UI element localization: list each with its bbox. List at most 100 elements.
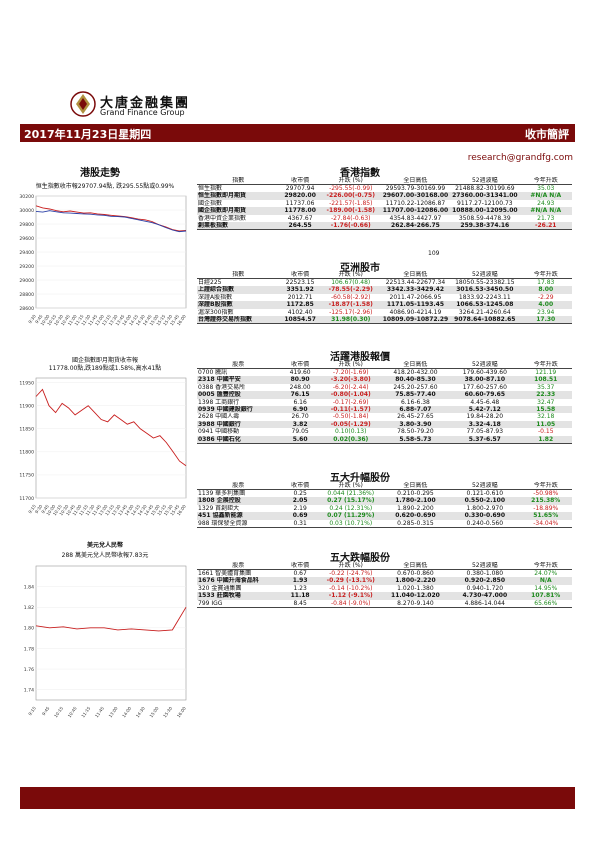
y-tick-label: 11950: [19, 380, 34, 386]
column-header: 今年升跌: [519, 562, 572, 570]
table-cell: 177.60-257.60: [462, 383, 507, 391]
table-row: 1533 莊園牧場 11.18 -1.12 (-9.1%) 11.040-12.020…: [197, 592, 572, 600]
table-row: 恒生指數 29707.94 -295.55(-0.99) 29593.79-30169…: [197, 185, 572, 193]
gainers-title: 五大升幅股份: [330, 473, 390, 484]
x-tick-label: 14:45: [143, 503, 154, 516]
table-cell: 215.38%: [519, 497, 572, 505]
y-tick-label: 11850: [19, 427, 34, 433]
gainers-table: 股票 收市價 升跌 (%) 全日高低 52週波幅 今年升跌 1139 華多利集團 0.25 0.…: [197, 482, 572, 529]
table-cell: 2318 中國平安: [197, 376, 280, 384]
table-cell: 0.67: [293, 570, 307, 577]
table-cell: -189.00(-1.58): [320, 207, 381, 215]
x-tick-label: 11:45: [87, 313, 98, 326]
table-cell: 國企指數: [198, 199, 223, 207]
table-cell: 0.210-0.295: [397, 490, 434, 497]
table-cell: 24.93: [537, 199, 555, 207]
table-cell: 1.93: [279, 577, 321, 585]
table-cell: 419.60: [289, 369, 311, 376]
table-cell: 0.620-0.690: [380, 512, 451, 520]
x-tick-label: 10:15: [46, 313, 57, 326]
table-cell: 245.20-257.60: [393, 383, 438, 391]
x-tick-label: 9:15: [27, 705, 37, 716]
x-tick-label: 10:45: [60, 313, 71, 326]
column-header: 股票: [197, 562, 280, 570]
x-tick-label: 9:30: [34, 503, 44, 514]
table-cell: 3264.21-4260.64: [458, 308, 511, 316]
table-cell: 11.05: [519, 420, 572, 429]
x-tick-label: 16:00: [176, 313, 187, 326]
table-cell: 0.69: [279, 512, 321, 520]
table-cell: 0005 匯豐控股: [197, 391, 280, 399]
table-cell: 4.886-14.044: [450, 599, 520, 609]
table-cell: 264.55: [279, 222, 321, 231]
table-row: 滬深300指數 4102.40 -125.17(-2.96) 4086.90-4214…: [197, 309, 572, 316]
table-cell: 台灣證券交易所指數: [197, 316, 280, 325]
table-cell: 51.65%: [519, 512, 572, 520]
x-tick-label: 11:45: [91, 503, 102, 516]
table-cell: 21.73: [537, 214, 555, 222]
x-tick-label: 15:00: [150, 503, 161, 516]
table-cell: -78.55(-2.29): [320, 286, 381, 294]
table-cell: 988 環保發全資源: [197, 519, 280, 529]
contact-email[interactable]: research@grandfg.com: [467, 153, 573, 163]
table-row: 0386 中國石化 5.60 0.02(0.36) 5.58-5.73 5.37-6.5…: [197, 435, 572, 445]
table-row: 3988 中國銀行 3.82 -0.05(-1.29) 3.80-3.90 3.32-4…: [197, 420, 572, 429]
column-header: 今年升跌: [519, 271, 572, 279]
table-cell: 22513.44-22677.34: [385, 279, 446, 286]
usd-cny-chart: 1.84 1.82 1.80 1.78 1.76 1.74 9:15 9:45 10:15 10:…: [24, 565, 187, 718]
table-header-row: 指數 收市價 升跌 (%) 全日高低 52週波幅 今年升跌: [197, 271, 572, 279]
table-row: 1661 智美體育集團 0.67 -0.22 (-24.7%) 0.670-0.860…: [197, 570, 572, 578]
table-cell: 5.58-5.73: [380, 435, 451, 445]
plot-area: [35, 377, 187, 499]
table-cell: -226.00(-0.75): [320, 192, 381, 200]
y-tick-label: 29200: [19, 264, 34, 270]
table-row: 香港中資企業指數 4367.67 -27.84(-0.63) 4354.83-4427…: [197, 215, 572, 222]
table-row: 日經225 22523.15 106.67(0.48) 22513.44-22677.…: [197, 279, 572, 287]
table-cell: 14.95%: [534, 584, 558, 592]
column-header: 指數: [197, 271, 280, 279]
x-tick-label: 10:00: [45, 503, 56, 516]
table-cell: 11.18: [279, 592, 321, 600]
x-tick-label: 11:15: [80, 705, 91, 718]
table-row: 國企指數 11737.06 -221.57(-1.85) 11710.22-12086…: [197, 200, 572, 207]
x-tick-label: 10:15: [53, 705, 64, 718]
hk-market-title: 港股走勢: [80, 168, 120, 179]
table-cell: N/A: [519, 577, 572, 585]
column-header: 全日高低: [380, 361, 451, 369]
x-tick-label: 15:15: [155, 313, 166, 326]
table-cell: -125.17(-2.96): [329, 308, 373, 316]
table-cell: 0941 中國移動: [198, 428, 240, 436]
table-cell: 3988 中國銀行: [197, 420, 280, 429]
column-header: 52週波幅: [450, 271, 520, 279]
losers-title: 五大跌幅股份: [330, 553, 390, 564]
column-header: 指數: [197, 177, 280, 185]
table-row: 0700 騰訊 419.60 -7.20(-1.69) 418.20-432.00 17…: [197, 369, 572, 377]
x-tick-label: 11:30: [84, 503, 95, 516]
table-cell: -0.17(-2.69): [332, 398, 369, 406]
table-cell: -7.20(-1.69): [332, 369, 369, 376]
table-cell: 80.40-85.30: [380, 376, 451, 384]
table-cell: 262.84-266.75: [380, 222, 451, 231]
table-cell: 0.03 (10.71%): [320, 519, 381, 529]
table-cell: 1.800-2.220: [380, 577, 451, 585]
footer-banner: [20, 787, 575, 809]
table-cell: 香港中資企業指數: [198, 214, 247, 222]
table-row: 1139 華多利集團 0.25 0.044 (21.36%) 0.210-0.295 0…: [197, 490, 572, 498]
column-header: 52週波幅: [450, 177, 520, 185]
table-cell: 17.83: [537, 279, 555, 286]
table-cell: 滬深300指數: [198, 308, 234, 316]
table-cell: 1329 首創鉅大: [198, 504, 240, 512]
table-header-row: 指數 收市價 升跌 (%) 全日高低 52週波幅 今年升跌: [197, 177, 572, 185]
x-tick-label: 15:00: [149, 313, 160, 326]
table-cell: 0386 中國石化: [197, 435, 280, 445]
table-cell: 創業板指數: [197, 222, 280, 231]
x-tick-label: 13:00: [108, 705, 119, 718]
table-cell: 10809.09-10872.29: [380, 316, 451, 325]
x-tick-label: 15:45: [169, 313, 180, 326]
table-cell: 121.19: [535, 369, 557, 376]
table-cell: #N/A N/A: [519, 207, 572, 215]
table-cell: -3.20(-3.80): [320, 376, 381, 384]
x-tick-label: 15:15: [156, 503, 167, 516]
table-cell: 0.31: [279, 519, 321, 529]
table-cell: 1.23: [293, 584, 307, 592]
